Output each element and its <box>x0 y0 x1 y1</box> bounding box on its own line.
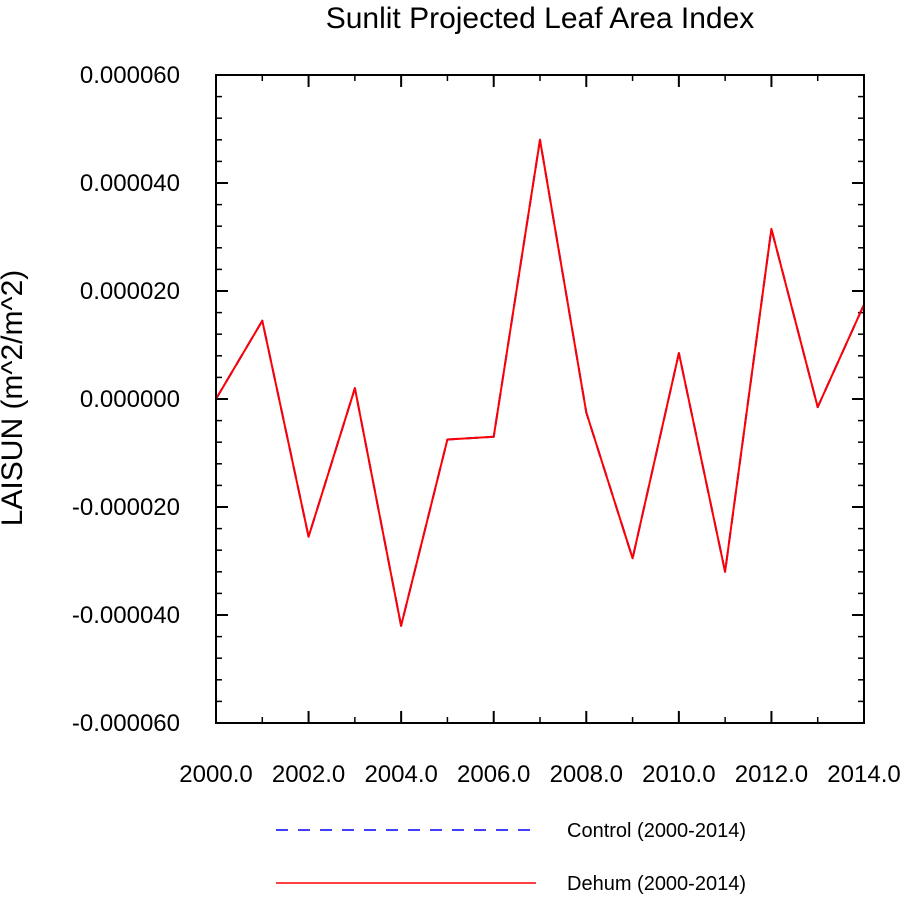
y-tick-label: -0.000020 <box>72 494 180 521</box>
series-line-control <box>215 138 865 627</box>
plot-frame <box>215 74 865 724</box>
y-tick-label: -0.000060 <box>72 710 180 737</box>
minor-ticks <box>216 75 864 723</box>
legend: Control (2000-2014) Dehum (2000-2014) <box>276 820 746 895</box>
y-tick-label: 0.000060 <box>80 62 180 89</box>
x-tick-label: 2010.0 <box>642 761 715 788</box>
y-tick-labels: 0.000060 0.000040 0.000020 0.000000 -0.00002… <box>72 62 180 737</box>
x-tick-label: 2012.0 <box>735 761 808 788</box>
x-tick-label: 2004.0 <box>364 761 437 788</box>
x-tick-label: 2002.0 <box>272 761 345 788</box>
series-line-dehum <box>215 138 865 627</box>
major-ticks <box>215 74 865 724</box>
chart-title: Sunlit Projected Leaf Area Index <box>326 2 755 35</box>
x-tick-label: 2008.0 <box>550 761 623 788</box>
y-axis-label: LAISUN (m^2/m^2) <box>0 270 29 527</box>
series-lines <box>215 138 865 627</box>
x-tick-labels: 2000.0 2002.0 2004.0 2006.0 2008.0 2010.0 2012… <box>179 761 900 788</box>
legend-label: Control (2000-2014) <box>567 820 746 842</box>
y-tick-label: 0.000040 <box>80 170 180 197</box>
legend-label: Dehum (2000-2014) <box>567 873 746 895</box>
x-tick-label: 2000.0 <box>179 761 252 788</box>
y-tick-label: 0.000000 <box>80 386 180 413</box>
x-tick-label: 2006.0 <box>457 761 530 788</box>
y-tick-label: -0.000040 <box>72 602 180 629</box>
y-tick-label: 0.000020 <box>80 278 180 305</box>
x-tick-label: 2014.0 <box>827 761 900 788</box>
